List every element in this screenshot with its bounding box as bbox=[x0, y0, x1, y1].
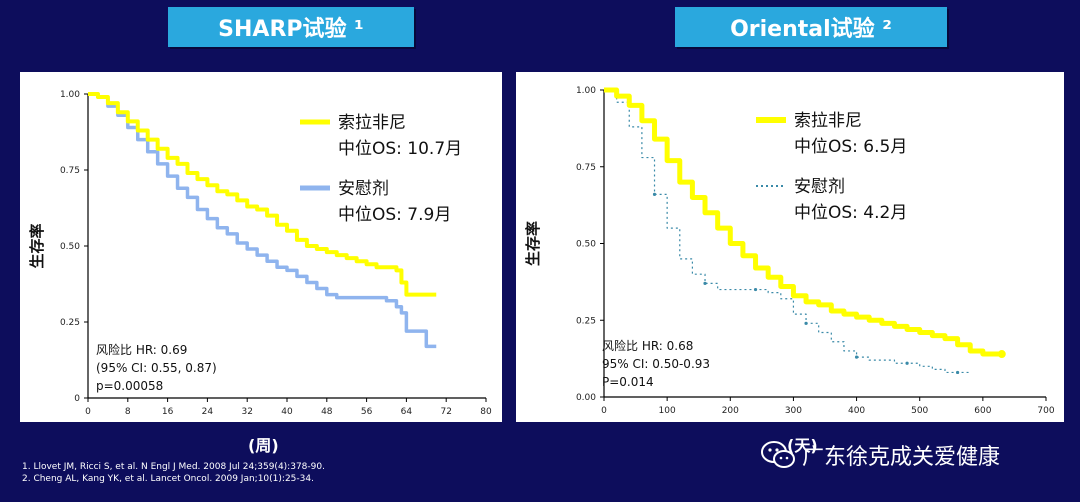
x-tick-label: 32 bbox=[241, 407, 252, 417]
series-line-placebo bbox=[604, 89, 971, 374]
sharp-survival-chart: 0 0.25 0.50 0.75 1.00 0 8 16 24 32 40 48 56 64 72 80 生存率… bbox=[28, 90, 492, 417]
x-tick-label: 80 bbox=[480, 407, 492, 417]
legend-detail: 中位OS: 7.9月 bbox=[338, 205, 451, 225]
x-axis-unit-left: (周) bbox=[248, 436, 279, 455]
legend-name: 安慰剂 bbox=[338, 179, 389, 199]
watermark: 广东徐克成关爱健康 bbox=[760, 438, 1000, 472]
reference-2: 2. Cheng AL, Kang YK, et al. Lancet Onco… bbox=[22, 474, 314, 484]
x-tick-label: 100 bbox=[659, 406, 676, 416]
x-tick-label: 64 bbox=[401, 407, 413, 417]
x-tick-label: 700 bbox=[1037, 406, 1054, 416]
x-tick-label: 72 bbox=[440, 407, 451, 417]
series-line-sorafenib bbox=[88, 92, 437, 297]
censor-mark bbox=[905, 361, 909, 365]
y-tick-label: 0.25 bbox=[60, 318, 80, 328]
y-tick-label: 0.75 bbox=[60, 166, 80, 176]
y-tick-label: 0.50 bbox=[576, 240, 596, 250]
legend-detail: 中位OS: 6.5月 bbox=[794, 137, 907, 157]
y-tick-label: 1.00 bbox=[576, 86, 596, 96]
chart-panel-sharp: 0 0.25 0.50 0.75 1.00 0 8 16 24 32 40 48 56 64 72 80 生存率… bbox=[20, 72, 502, 422]
y-tick-label: 0.75 bbox=[576, 163, 596, 173]
censor-mark bbox=[804, 321, 808, 325]
y-tick-label: 1.00 bbox=[60, 90, 80, 100]
y-axis-label: 生存率 bbox=[524, 221, 542, 266]
x-tick-label: 40 bbox=[281, 407, 293, 417]
watermark-text: 广东徐克成关爱健康 bbox=[802, 445, 1001, 470]
x-tick-label: 48 bbox=[321, 407, 333, 417]
legend-name: 索拉非尼 bbox=[338, 113, 406, 133]
y-tick-label: 0.50 bbox=[60, 242, 80, 252]
stats-annotation: 风险比 HR: 0.68 bbox=[602, 338, 693, 353]
reference-1: 1. Llovet JM, Ricci S, et al. N Engl J M… bbox=[22, 462, 325, 472]
chart-title-left: SHARP试验 ¹ bbox=[168, 7, 414, 47]
x-tick-label: 300 bbox=[785, 406, 802, 416]
x-tick-label: 600 bbox=[974, 406, 991, 416]
chart-panel-oriental: 0.00 0.25 0.50 0.75 1.00 0 100 200 300 400 500 600 7… bbox=[516, 72, 1064, 422]
chart-title-right: Oriental试验 ² bbox=[675, 7, 947, 47]
censor-mark bbox=[753, 287, 758, 292]
legend-detail: 中位OS: 10.7月 bbox=[338, 139, 462, 159]
y-axis-label: 生存率 bbox=[28, 223, 46, 268]
references: 1. Llovet JM, Ricci S, et al. N Engl J M… bbox=[22, 461, 325, 485]
censor-mark bbox=[854, 355, 859, 359]
wechat-icon bbox=[761, 441, 795, 468]
legend-name: 安慰剂 bbox=[794, 177, 845, 197]
censor-mark bbox=[956, 370, 960, 375]
x-tick-label: 0 bbox=[85, 407, 91, 417]
x-tick-label: 56 bbox=[361, 407, 373, 417]
x-tick-label: 500 bbox=[911, 406, 928, 416]
series-line-sorafenib bbox=[604, 87, 1002, 357]
legend-detail: 中位OS: 4.2月 bbox=[794, 203, 907, 223]
y-tick-label: 0.25 bbox=[576, 316, 596, 326]
legend-name: 索拉非尼 bbox=[794, 111, 862, 131]
stats-annotation: (95% CI: 0.55, 0.87) bbox=[96, 361, 217, 375]
stats-annotation: p=0.00058 bbox=[96, 379, 163, 393]
y-tick-label: 0.00 bbox=[576, 393, 596, 403]
stats-annotation: 95% CI: 0.50-0.93 bbox=[602, 357, 710, 371]
stats-annotation: 风险比 HR: 0.69 bbox=[96, 342, 187, 357]
stats-annotation: P=0.014 bbox=[602, 375, 654, 389]
oriental-survival-chart: 0.00 0.25 0.50 0.75 1.00 0 100 200 300 400 500 600 7… bbox=[524, 86, 1055, 416]
x-tick-label: 200 bbox=[722, 406, 739, 416]
x-tick-label: 8 bbox=[125, 407, 131, 417]
x-tick-label: 0 bbox=[601, 406, 607, 416]
censor-mark bbox=[652, 192, 657, 196]
x-tick-label: 16 bbox=[162, 407, 174, 417]
series-end-marker bbox=[997, 350, 1006, 359]
y-tick-label: 0 bbox=[74, 394, 80, 404]
censor-mark bbox=[703, 281, 707, 286]
x-tick-label: 24 bbox=[202, 407, 214, 417]
x-tick-label: 400 bbox=[848, 406, 865, 416]
x-axis-unit-right: (天) bbox=[787, 436, 818, 455]
